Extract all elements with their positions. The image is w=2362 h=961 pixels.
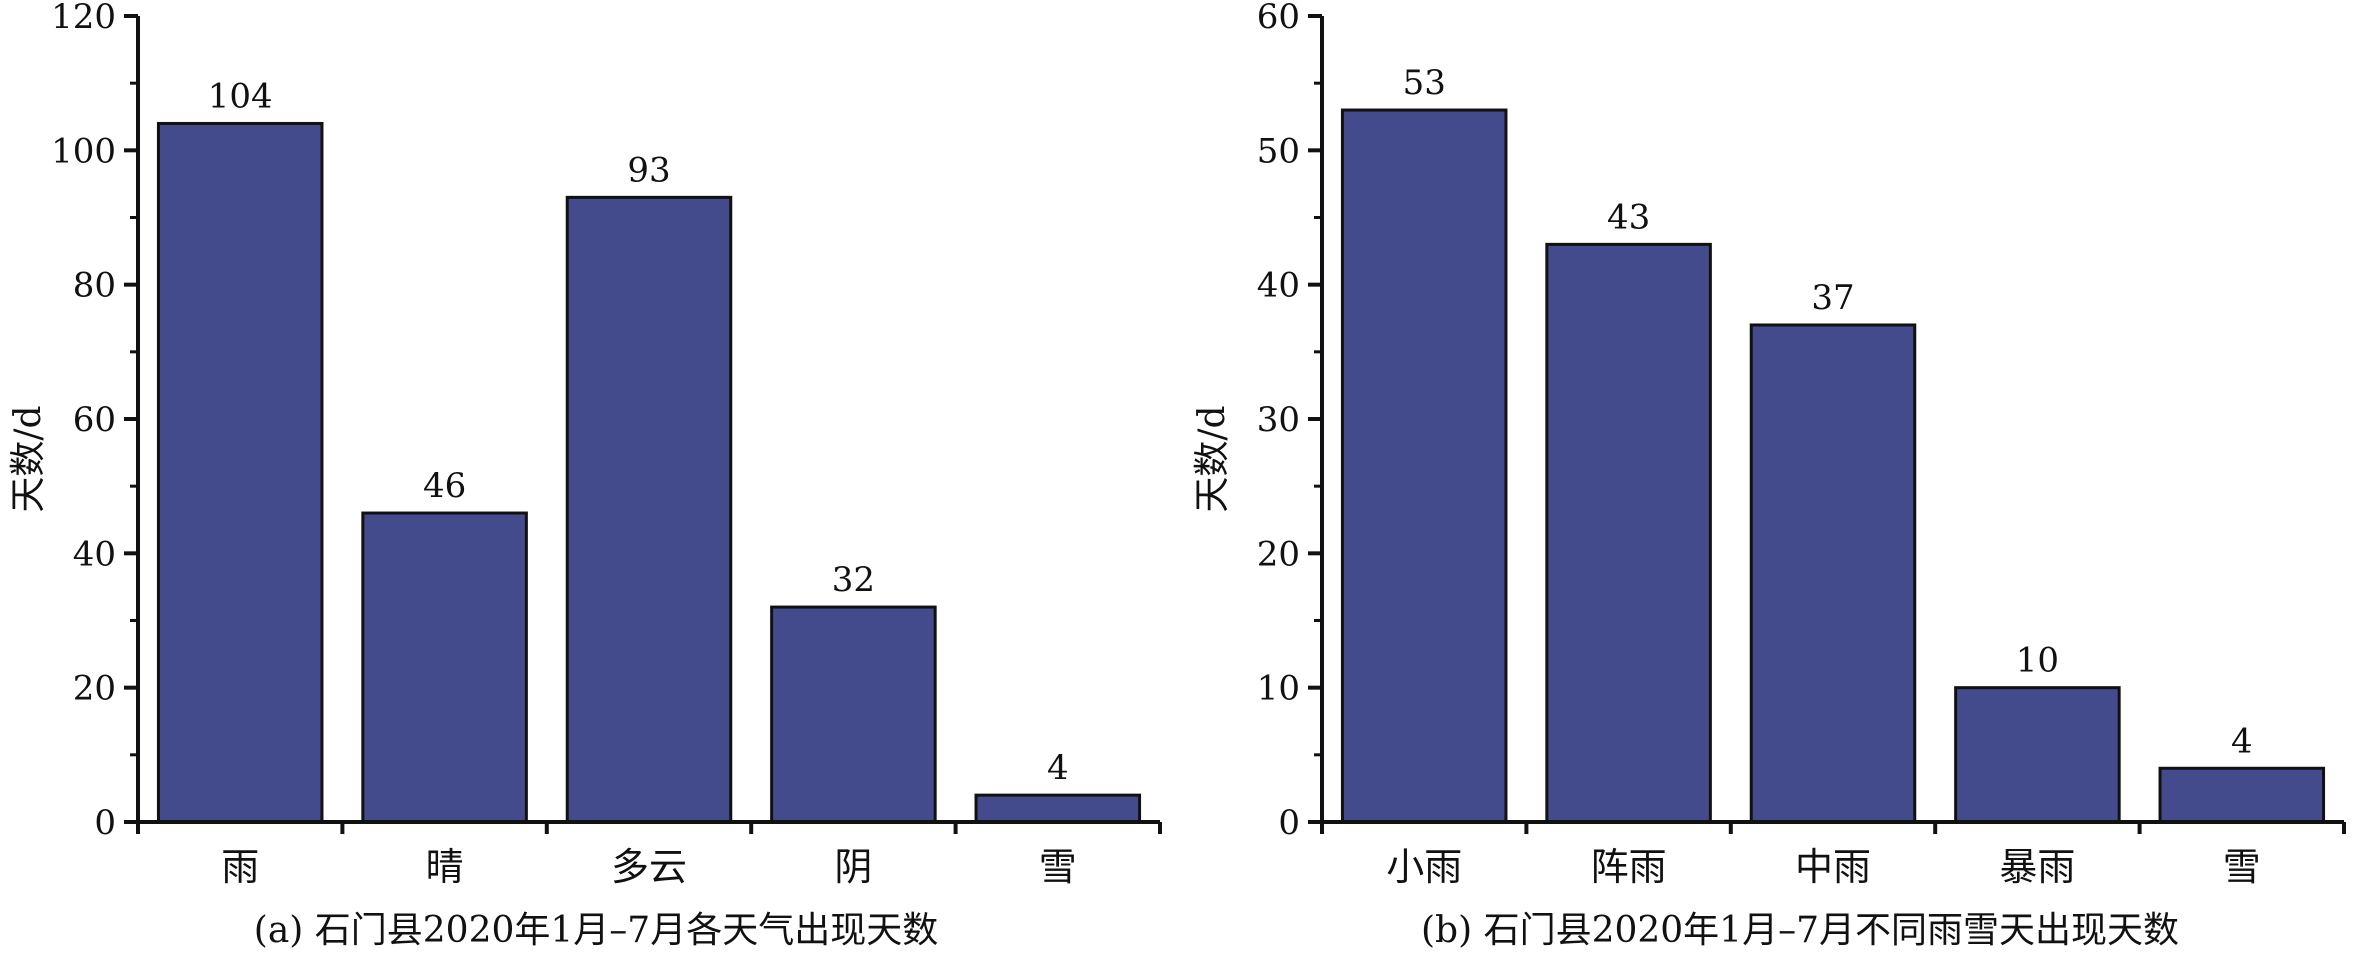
chart-a-y-tick-label-5: 100 (51, 131, 116, 171)
chart-b-category-label-0: 小雨 (1386, 845, 1462, 889)
chart-b-category-label-2: 中雨 (1795, 845, 1871, 889)
chart-b-y-tick-label-1: 10 (1257, 669, 1300, 709)
chart-a-data-label-0: 104 (208, 76, 273, 116)
chart-a-y-tick-label-2: 40 (73, 534, 116, 574)
chart-a-category-label-4: 雪 (1039, 845, 1077, 889)
chart-a-y-tick-label-0: 0 (94, 803, 116, 843)
chart-a: 1044693324020406080100120雨晴多云阴雪天数/d(a) 石… (8, 0, 1162, 951)
chart-a-data-label-1: 46 (423, 466, 466, 506)
chart-a-category-label-3: 阴 (834, 845, 872, 889)
chart-b-y-tick-label-4: 40 (1257, 266, 1300, 306)
chart-b-category-label-4: 雪 (2223, 845, 2261, 889)
chart-b-caption: (b) 石门县2020年1月–7月不同雨雪天出现天数 (1421, 910, 2179, 951)
chart-a-y-axis-label: 天数/d (8, 405, 49, 512)
chart-a-category-label-1: 晴 (426, 845, 464, 889)
chart-b-y-axis-label: 天数/d (1192, 405, 1233, 512)
chart-b-bar-2 (1749, 323, 1917, 824)
chart-b-bar-1 (1545, 242, 1712, 824)
chart-b-data-label-0: 53 (1403, 63, 1446, 103)
chart-a-y-tick-label-6: 120 (51, 0, 116, 37)
chart-a-bar-2 (565, 195, 733, 824)
chart-b-data-label-4: 4 (2231, 721, 2253, 761)
chart-a-y-tick-label-1: 20 (73, 669, 116, 709)
chart-a-data-label-4: 4 (1047, 748, 1069, 788)
chart-b-data-label-3: 10 (2016, 641, 2059, 681)
chart-b-category-label-3: 暴雨 (1999, 845, 2075, 889)
chart-a-data-label-2: 93 (627, 150, 670, 190)
chart-b-y-tick-label-0: 0 (1278, 803, 1300, 843)
chart-a-bar-4 (974, 793, 1142, 824)
chart-b-data-label-1: 43 (1607, 197, 1650, 237)
chart-a-category-label-2: 多云 (611, 845, 687, 889)
chart-a-bar-1 (361, 511, 528, 824)
chart-b-y-tick-label-3: 30 (1257, 400, 1300, 440)
chart-b-bar-3 (1954, 686, 2121, 824)
chart-a-bar-3 (770, 605, 937, 824)
chart-b-y-tick-label-5: 50 (1257, 131, 1300, 171)
chart-a-data-label-3: 32 (832, 560, 875, 600)
chart-a-bar-0 (156, 121, 324, 824)
chart-a-y-tick-label-4: 80 (73, 266, 116, 306)
chart-b-category-label-1: 阵雨 (1591, 845, 1667, 889)
chart-a-caption: (a) 石门县2020年1月–7月各天气出现天数 (254, 910, 938, 951)
chart-b-y-tick-label-2: 20 (1257, 534, 1300, 574)
chart-b-bar-4 (2158, 766, 2326, 824)
chart-a-y-tick-label-3: 60 (73, 400, 116, 440)
chart-a-category-label-0: 雨 (221, 845, 259, 889)
chart-b-y-tick-label-6: 60 (1257, 0, 1300, 37)
chart-b-data-label-2: 37 (1811, 278, 1854, 318)
chart-b-bar-0 (1340, 108, 1508, 824)
